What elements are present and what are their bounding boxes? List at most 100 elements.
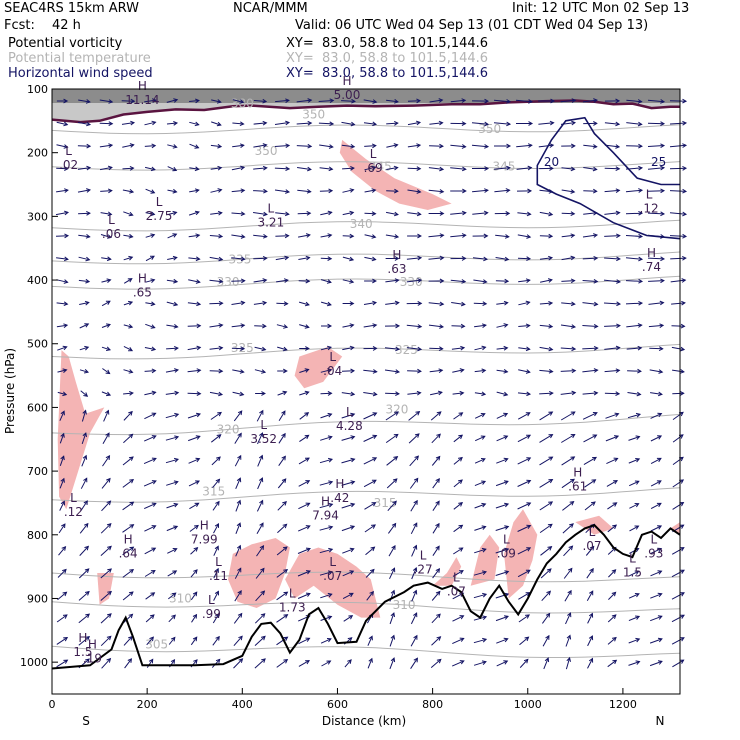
wind-vector-head [285, 98, 290, 104]
wind-vector [672, 659, 684, 668]
wind-vector-head [656, 457, 662, 463]
wind-vector-head [107, 590, 112, 596]
wind-vector-head [412, 589, 418, 595]
wind-vector [364, 256, 376, 261]
wind-vector [57, 346, 67, 351]
wind-vector [145, 323, 155, 329]
wind-vector [408, 433, 420, 444]
wind-vector-head [482, 301, 488, 307]
wind-vector [253, 257, 267, 260]
wind-vector [320, 436, 332, 441]
extremum-value: .06 [102, 227, 121, 241]
y-tick-label: 1000 [20, 656, 48, 669]
wind-vector-head [526, 457, 532, 462]
wind-vector [123, 301, 133, 306]
wind-vector [296, 99, 312, 103]
wind-vector-head [371, 502, 377, 507]
wind-vector [410, 635, 418, 647]
wind-vector [364, 166, 376, 171]
wind-vector [388, 545, 396, 557]
wind-vector-head [84, 590, 90, 596]
wind-vector-head [566, 634, 572, 640]
wind-vector [78, 636, 90, 646]
field-name-pv: Potential vorticity [8, 36, 123, 51]
theta-contour-label: 350 [478, 122, 501, 136]
wind-vector [672, 456, 684, 466]
wind-vector [385, 392, 399, 395]
theta-contour-label: 315 [202, 484, 225, 498]
wind-vector [496, 435, 508, 442]
wind-vector-head [394, 99, 399, 104]
wind-vector [428, 257, 444, 260]
wind-vector-head [327, 391, 333, 396]
wind-vector [276, 546, 288, 556]
wind-vector [145, 255, 155, 262]
wind-vector-head [237, 454, 242, 460]
extremum-value: 1.73 [279, 601, 306, 615]
wind-vector-head [637, 368, 642, 374]
wind-vector [122, 144, 134, 148]
wind-vector [472, 189, 488, 193]
wind-vector [626, 122, 642, 125]
wind-vector-head [149, 636, 154, 642]
wind-vector-head [634, 593, 640, 598]
wind-vector [81, 410, 87, 422]
wind-vector [210, 144, 222, 148]
wind-vector [541, 613, 551, 624]
wind-vector-head [328, 525, 334, 530]
wind-vector-head [172, 255, 178, 261]
wind-vector [604, 325, 620, 327]
wind-contour-label: 20 [544, 155, 559, 169]
wind-vector-head [305, 570, 311, 575]
wind-vector-head [615, 121, 621, 127]
wind-vector [297, 212, 311, 215]
wind-vector [278, 456, 286, 466]
wind-vector-head [85, 99, 91, 104]
wind-vector-head [172, 570, 178, 575]
wind-vector [650, 502, 662, 510]
extremum-value: .04 [323, 364, 342, 378]
extremum-value: .69 [364, 161, 383, 175]
theta-contour [51, 251, 681, 265]
wind-vector-head [504, 547, 510, 553]
wind-vector-head [262, 143, 268, 148]
wind-vector-head [657, 525, 663, 530]
wind-vector [101, 658, 111, 669]
extremum-type: H [335, 477, 344, 491]
wind-vector [209, 235, 223, 237]
wind-vector [341, 392, 355, 395]
wind-vector-head [349, 233, 355, 239]
wind-vector [234, 568, 242, 579]
wind-vector [57, 369, 67, 373]
wind-vector-head [348, 592, 354, 598]
y-axis-title: Pressure (hPa) [3, 348, 17, 434]
extremum-label: L4.28 [336, 405, 363, 433]
wind-vector-head [570, 478, 575, 484]
wind-vector-head [64, 188, 69, 193]
wind-vector [607, 637, 617, 645]
wind-vector-head [483, 210, 489, 216]
wind-vector-head [480, 435, 486, 440]
wind-vector-head [214, 545, 219, 551]
wind-vector-head [129, 524, 135, 529]
wind-vector [669, 167, 687, 170]
wind-vector [495, 615, 509, 622]
extremum-value: .07 [447, 585, 466, 599]
wind-vector-head [106, 523, 112, 528]
wind-vector-head [459, 637, 465, 642]
wind-vector-head [656, 502, 662, 508]
wind-vector [320, 593, 332, 599]
wind-vector [122, 591, 134, 601]
wind-vector [584, 501, 596, 511]
tropopause-line [51, 99, 680, 124]
wind-vector [298, 301, 310, 306]
wind-vector-head [371, 188, 377, 193]
wind-vector-head [239, 391, 245, 397]
wind-vector-head [589, 567, 594, 573]
wind-vector [582, 325, 598, 327]
wind-vector [648, 324, 664, 328]
wind-vector-head [326, 301, 332, 307]
wind-vector [582, 234, 598, 238]
wind-vector-head [372, 412, 378, 417]
wind-vector [386, 478, 398, 489]
